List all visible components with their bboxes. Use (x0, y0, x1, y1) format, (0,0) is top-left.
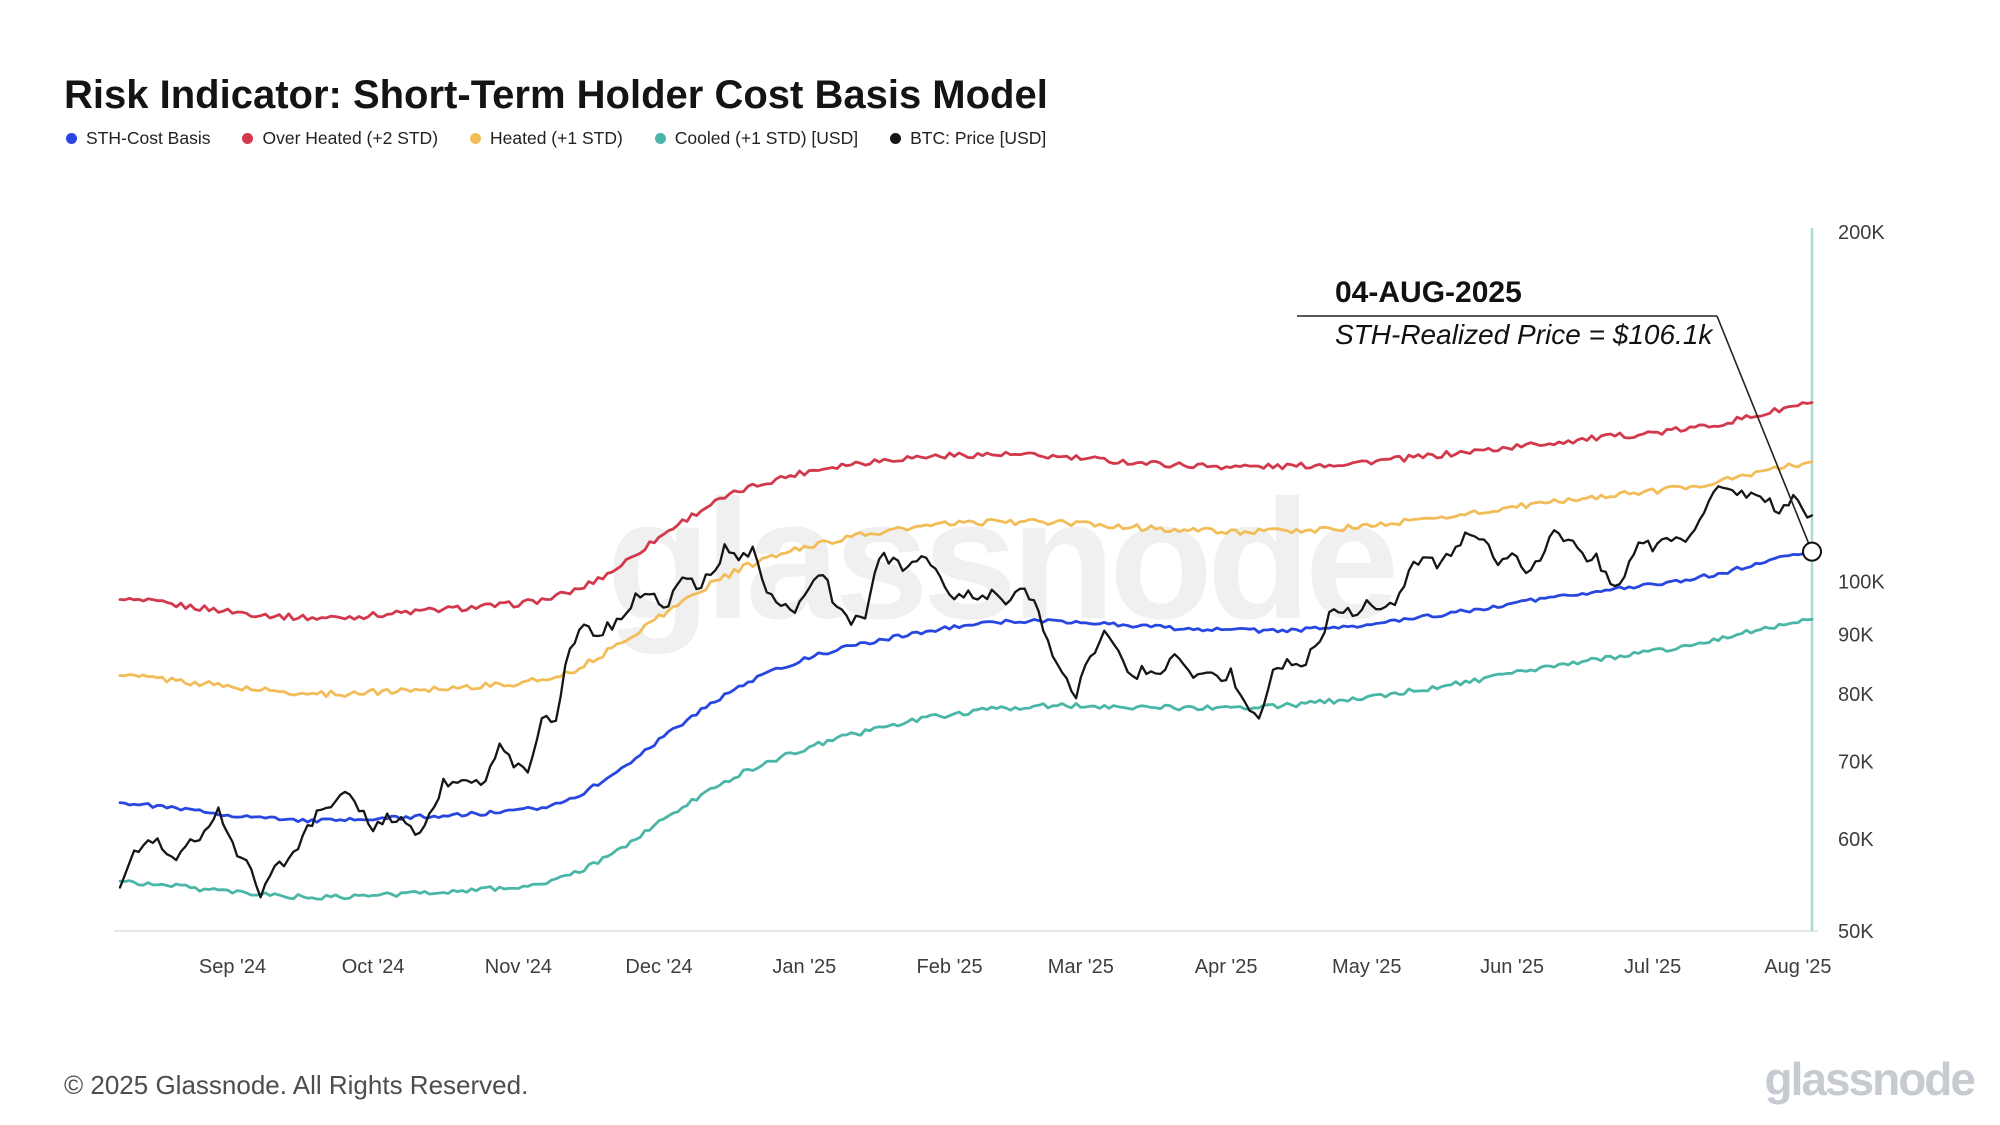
series-line (118, 485, 1814, 899)
annotation-price: STH-Realized Price = $106.1k (1335, 319, 1713, 350)
x-axis-label: Sep '24 (199, 956, 266, 978)
x-axis-label: May '25 (1332, 956, 1401, 978)
x-axis-label: Apr '25 (1195, 956, 1258, 978)
glassnode-logo: glassnode (1764, 1053, 1976, 1105)
y-axis-label: 100K (1838, 572, 1885, 594)
copyright-text: © 2025 Glassnode. All Rights Reserved. (64, 1070, 529, 1100)
x-axis-label: Dec '24 (625, 956, 692, 978)
annotation-callout: 04-AUG-2025 STH-Realized Price = $106.1k (1335, 276, 1712, 350)
x-axis-label: Jan '25 (772, 956, 836, 978)
legend-dot-red-icon (242, 133, 254, 144)
legend-item-btc-price[interactable]: BTC: Price [USD] (890, 128, 1046, 149)
callout-leader (1716, 315, 1813, 552)
y-axis-label: 90K (1838, 625, 1874, 647)
page-title: Risk Indicator: Short-Term Holder Cost B… (64, 72, 1048, 117)
y-axis-label: 80K (1838, 684, 1874, 706)
series-line (118, 401, 1814, 622)
legend-label: Over Heated (+2 STD) (262, 128, 439, 148)
legend-item-sth-cost-basis[interactable]: STH-Cost Basis (66, 128, 210, 149)
legend-label: STH-Cost Basis (86, 128, 211, 148)
x-axis-label: Aug '25 (1764, 956, 1831, 978)
legend-item-heated[interactable]: Heated (+1 STD) (470, 128, 623, 149)
series-line (118, 460, 1814, 699)
y-axis-label: 70K (1838, 751, 1874, 773)
x-axis-label: Oct '24 (342, 956, 405, 978)
legend-dot-yellow-icon (470, 133, 482, 144)
x-axis-label: Jul '25 (1624, 956, 1681, 978)
x-axis-label: Feb '25 (917, 956, 983, 978)
legend-dot-blue-icon (66, 133, 77, 144)
y-axis-label: 60K (1838, 829, 1874, 851)
legend-item-over-heated[interactable]: Over Heated (+2 STD) (242, 128, 438, 149)
x-axis-label: Nov '24 (485, 956, 552, 978)
end-marker (1802, 541, 1822, 562)
legend-label: BTC: Price [USD] (910, 128, 1047, 148)
legend-item-cooled[interactable]: Cooled (+1 STD) [USD] (654, 128, 859, 149)
x-axis-label: Jun '25 (1480, 956, 1544, 978)
chart-legend: STH-Cost Basis Over Heated (+2 STD) Heat… (66, 128, 1046, 149)
x-axis-label: Mar '25 (1048, 956, 1114, 978)
legend-label: Heated (+1 STD) (490, 128, 623, 148)
y-axis-label: 200K (1838, 222, 1885, 244)
legend-dot-black-icon (890, 133, 902, 144)
y-axis-label: 50K (1838, 921, 1874, 943)
series-line (118, 617, 1814, 901)
annotation-date: 04-AUG-2025 (1335, 276, 1522, 309)
legend-label: Cooled (+1 STD) [USD] (674, 128, 859, 148)
legend-dot-teal-icon (654, 133, 666, 144)
